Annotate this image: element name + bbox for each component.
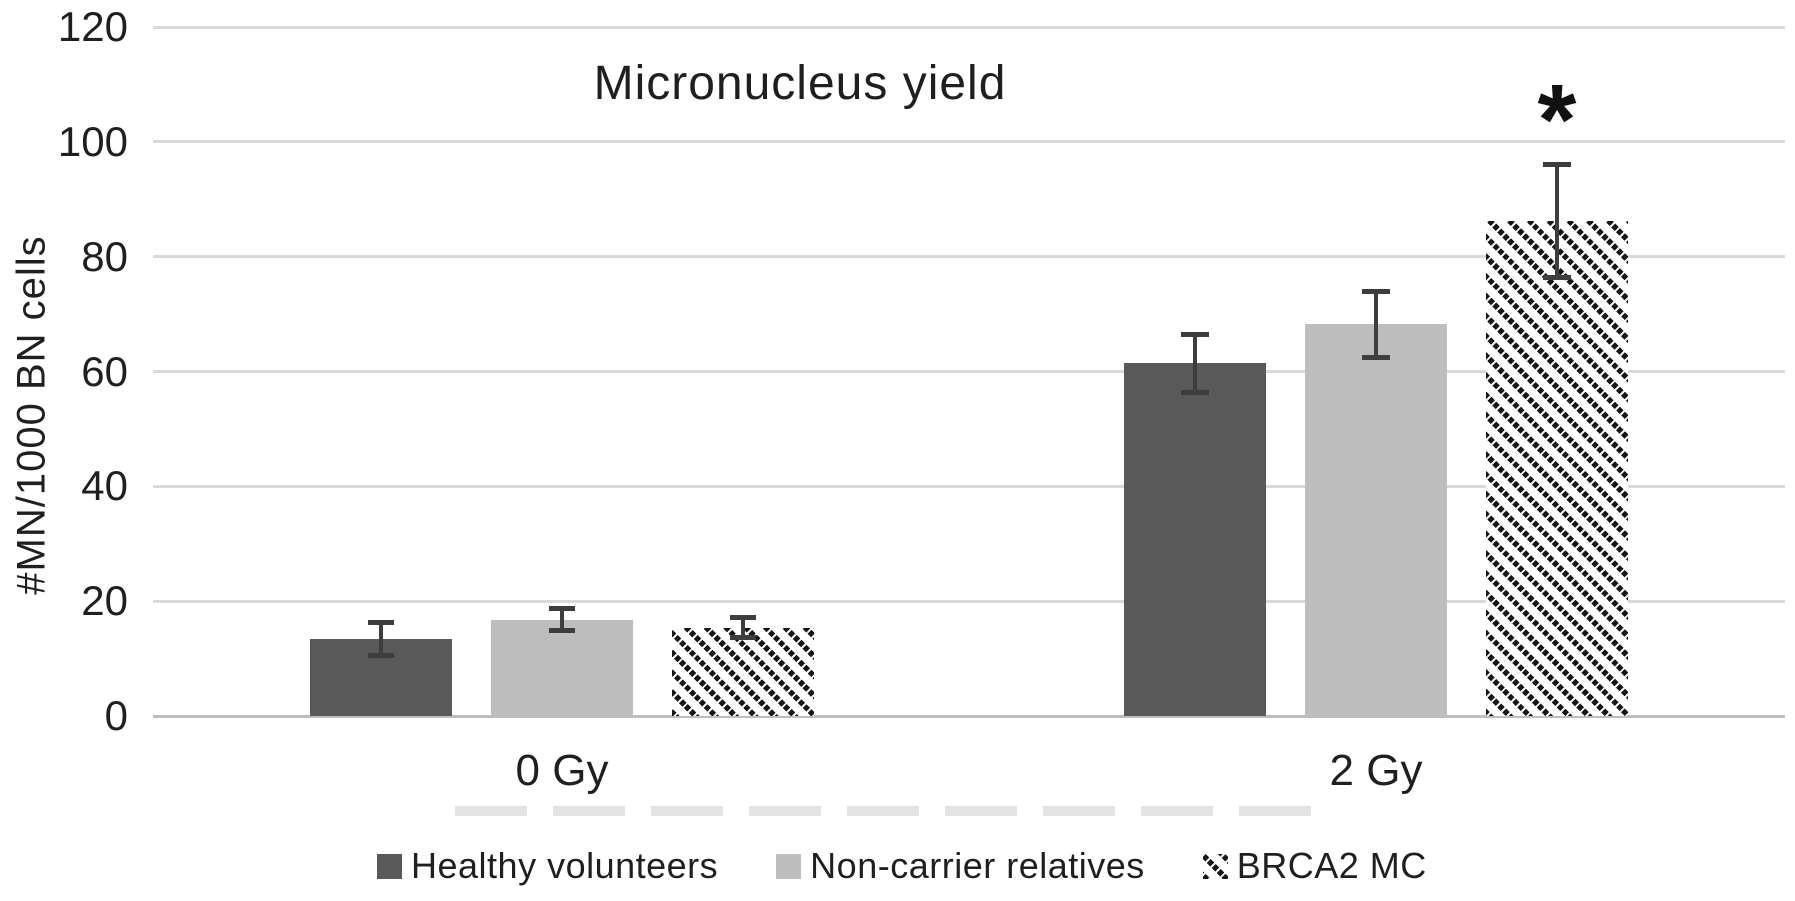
error-bar-cap-top-brca2-mc-2-gy	[1543, 161, 1571, 167]
bar-healthy-volunteers-2-gy	[1124, 363, 1266, 716]
gridline-60	[153, 370, 1785, 373]
error-bar-non-carrier-relatives-0-gy	[560, 608, 564, 631]
y-tick-label-0: 0	[104, 692, 128, 739]
bar-brca2-mc-2-gy	[1486, 221, 1628, 716]
y-tick-label-100: 100	[57, 117, 128, 165]
error-bar-healthy-volunteers-0-gy	[379, 622, 383, 656]
gridline-40	[153, 484, 1785, 488]
error-bar-cap-top-healthy-volunteers-0-gy	[368, 619, 394, 625]
gridline-0	[153, 714, 1785, 718]
error-bar-cap-top-healthy-volunteers-2-gy	[1181, 331, 1209, 337]
legend-marker-non-carrier-relatives	[776, 853, 802, 879]
gridline-80	[153, 255, 1785, 259]
bar-non-carrier-relatives-0-gy	[491, 619, 633, 716]
legend-item-healthy-volunteers: Healthy volunteers	[377, 845, 718, 887]
error-bar-cap-bottom-non-carrier-relatives-0-gy	[549, 628, 575, 634]
legend-item-brca2-mc: BRCA2 MC	[1202, 845, 1427, 887]
y-tick-label-60: 60	[81, 347, 128, 395]
y-tick-label-20: 20	[81, 577, 128, 625]
x-tick-label-2-gy: 2 Gy	[1329, 746, 1423, 795]
y-tick-label-80: 80	[81, 232, 128, 280]
y-tick-label-120: 120	[57, 3, 128, 50]
legend-label-non-carrier-relatives: Non-carrier relatives	[810, 845, 1145, 886]
y-axis-label: #MN/1000 BN cells	[9, 235, 54, 595]
error-bar-cap-top-non-carrier-relatives-2-gy	[1362, 289, 1390, 295]
error-bar-cap-top-brca2-mc-0-gy	[730, 614, 756, 620]
gridline-100	[153, 140, 1785, 144]
error-bar-cap-bottom-brca2-mc-2-gy	[1543, 275, 1571, 281]
bar-brca2-mc-0-gy	[672, 627, 814, 716]
gridline-120	[153, 25, 1785, 29]
legend-label-healthy-volunteers: Healthy volunteers	[411, 845, 719, 886]
significance-asterisk: *	[1537, 64, 1577, 176]
error-bar-brca2-mc-0-gy	[741, 617, 745, 638]
legend-marker-brca2-mc	[1202, 853, 1228, 879]
bar-non-carrier-relatives-2-gy	[1305, 324, 1447, 716]
legend: Healthy volunteers Non-carrier relatives B…	[377, 840, 1427, 892]
chart-title: Micronucleus yield	[593, 57, 1007, 110]
gridline-20	[153, 599, 1785, 603]
jpeg-artifact-band	[455, 806, 1335, 816]
error-bar-cap-bottom-healthy-volunteers-0-gy	[368, 653, 394, 659]
error-bar-cap-bottom-non-carrier-relatives-2-gy	[1362, 354, 1390, 360]
error-bar-cap-top-non-carrier-relatives-0-gy	[549, 605, 575, 611]
x-tick-label-0-gy: 0 Gy	[515, 746, 609, 795]
error-bar-cap-bottom-brca2-mc-0-gy	[730, 635, 756, 641]
legend-marker-healthy-volunteers	[377, 853, 402, 879]
legend-label-brca2-mc: BRCA2 MC	[1236, 845, 1427, 886]
error-bar-non-carrier-relatives-2-gy	[1374, 292, 1378, 357]
error-bar-brca2-mc-2-gy	[1555, 164, 1559, 278]
error-bar-cap-bottom-healthy-volunteers-2-gy	[1181, 390, 1209, 396]
legend-item-non-carrier-relatives: Non-carrier relatives	[776, 845, 1145, 887]
y-tick-label-40: 40	[81, 462, 128, 510]
error-bar-healthy-volunteers-2-gy	[1193, 334, 1197, 393]
